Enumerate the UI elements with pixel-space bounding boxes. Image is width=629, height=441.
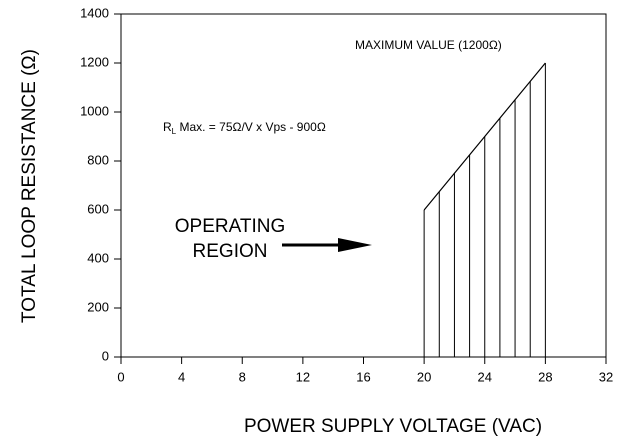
x-tick-label: 32 <box>599 369 613 384</box>
x-tick-label: 24 <box>478 369 492 384</box>
x-tick-label: 4 <box>178 369 185 384</box>
x-tick-label: 12 <box>296 369 310 384</box>
y-tick-label: 1400 <box>80 5 109 20</box>
x-axis-label: POWER SUPPLY VOLTAGE (VAC) <box>244 416 542 437</box>
y-tick-label: 1200 <box>80 54 109 69</box>
region-label: REGION <box>193 241 268 262</box>
plot-frame <box>120 13 607 358</box>
y-tick-label: 800 <box>87 152 109 167</box>
formula-r: R <box>163 120 172 134</box>
arrow-head <box>338 238 372 252</box>
x-tick-label: 28 <box>538 369 552 384</box>
x-tick-label: 0 <box>117 369 124 384</box>
y-tick-label: 200 <box>87 299 109 314</box>
region-label: OPERATING <box>175 216 286 237</box>
y-tick-label: 1000 <box>80 103 109 118</box>
x-tick-label: 16 <box>356 369 370 384</box>
formula-rest: Max. = 75Ω/V x Vps - 900Ω <box>176 120 326 134</box>
y-tick-label: 600 <box>87 201 109 216</box>
limit-line <box>423 62 546 211</box>
y-tick-label: 0 <box>102 348 109 363</box>
y-axis-label: TOTAL LOOP RESISTANCE (Ω) <box>19 49 40 323</box>
max-annotation: MAXIMUM VALUE (1200Ω) <box>355 38 502 52</box>
y-tick-label: 400 <box>87 250 109 265</box>
x-tick-label: 20 <box>417 369 431 384</box>
x-tick-label: 8 <box>239 369 246 384</box>
formula-annotation: RL Max. = 75Ω/V x Vps - 900Ω <box>163 120 326 136</box>
formula-sub: L <box>172 127 177 136</box>
